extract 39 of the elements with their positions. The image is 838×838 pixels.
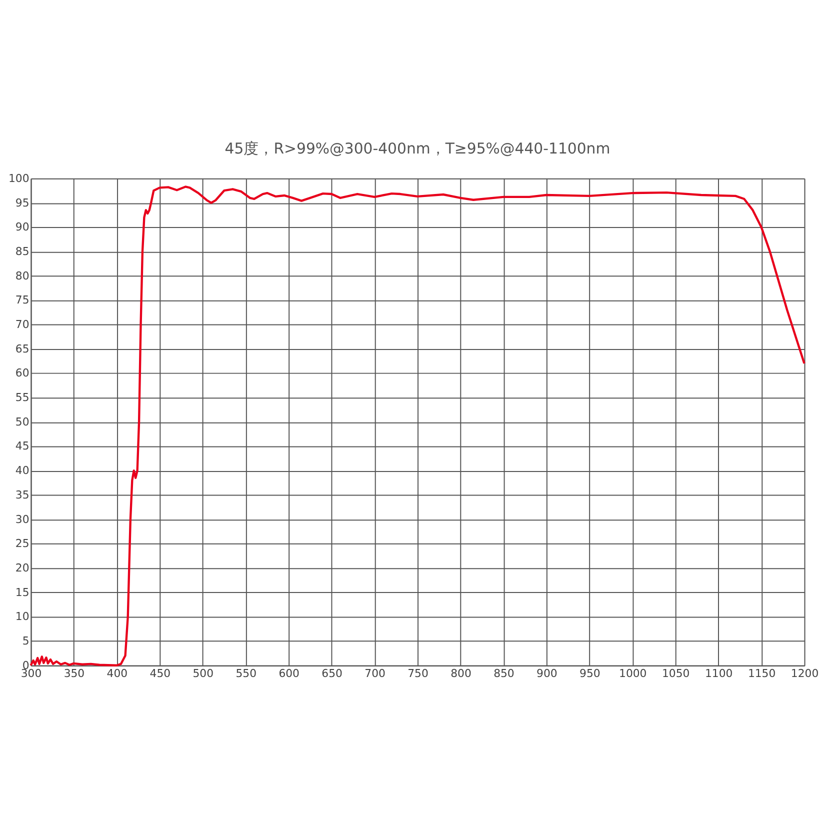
y-tick-label: 40 [15, 464, 30, 478]
x-tick-label: 900 [536, 666, 558, 680]
y-tick-label: 20 [15, 561, 30, 574]
y-tick-label: 35 [15, 488, 30, 502]
x-tick-label: 650 [322, 666, 343, 680]
x-tick-label: 850 [494, 666, 514, 680]
x-tick-label: 400 [106, 666, 128, 680]
x-tick-label: 800 [450, 666, 472, 680]
y-tick-label: 55 [15, 391, 30, 404]
x-tick-label: 700 [364, 666, 386, 680]
y-tick-label: 25 [15, 537, 30, 550]
y-tick-label: 90 [15, 220, 30, 234]
y-tick-label: 60 [15, 366, 30, 380]
y-tick-label: 15 [15, 586, 30, 599]
x-tick-label: 500 [192, 666, 214, 680]
y-tick-label: 95 [15, 196, 30, 210]
x-tick-label: 750 [408, 666, 428, 680]
y-tick-label: 50 [15, 415, 30, 428]
x-tick-label: 550 [236, 666, 257, 680]
x-tick-label: 1100 [704, 666, 733, 680]
y-tick-label: 5 [22, 634, 30, 648]
y-tick-label: 30 [15, 512, 30, 526]
x-tick-label: 950 [580, 666, 600, 680]
chart-title: 45度，R>99%@300-400nm，T≥95%@440-1100nm [224, 140, 610, 158]
x-tick-label: 1000 [619, 666, 647, 680]
y-tick-label: 45 [15, 440, 30, 453]
x-tick-label: 600 [278, 666, 300, 680]
x-tick-label: 350 [64, 666, 85, 680]
y-tick-label: 10 [15, 610, 30, 624]
y-tick-label: 65 [15, 342, 30, 356]
x-tick-label: 450 [150, 666, 171, 680]
y-tick-label: 80 [15, 269, 30, 282]
y-tick-label: 75 [15, 294, 30, 307]
y-tick-label: 100 [8, 172, 30, 185]
x-tick-label: 1150 [748, 666, 776, 680]
y-tick-label: 85 [15, 244, 30, 258]
x-tick-label: 1200 [790, 666, 819, 680]
y-tick-label: 70 [15, 318, 30, 331]
x-tick-label: 1050 [662, 666, 690, 680]
